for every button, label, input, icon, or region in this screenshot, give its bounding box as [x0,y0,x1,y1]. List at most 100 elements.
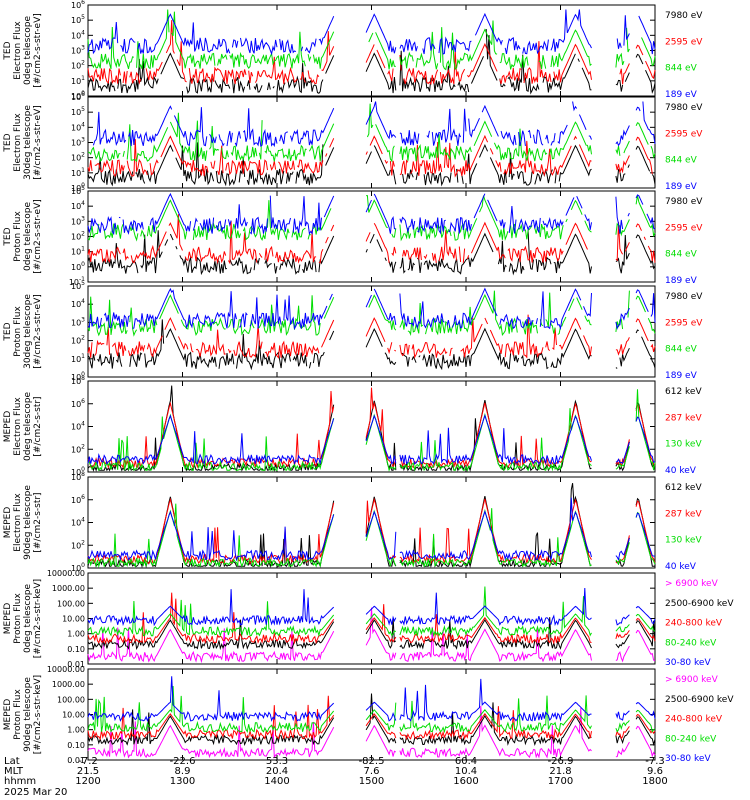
y-axis-label-line: 90deg telescope [23,677,33,752]
series-trace [87,389,656,472]
panel-2: 100 101 102 103 104 105 106 TED Electron Flux 30d… [3,91,703,193]
series-trace [87,695,656,741]
y-axis-label-line: Electron Flux [13,493,23,552]
x-row-value: -82.5 [359,756,385,767]
series-trace [87,290,656,337]
y-axis-label-line: 90deg telescope [23,485,33,560]
legend-entry: 130 keV [665,536,702,546]
x-row-value: 1600 [453,776,478,787]
y-axis-label-line: Electron Flux [13,21,23,80]
y-tick-label: 100 [71,261,85,272]
y-axis-label-line: Proton Flux [13,689,23,740]
legend-entry: > 6900 keV [665,579,719,589]
y-tick-label: 102 [71,152,85,163]
y-tick-label: 10000.00 [47,665,85,674]
legend-entry: 189 eV [665,90,698,100]
series-trace [87,617,656,651]
series-trace [87,314,656,359]
legend-entry: 2500-6900 keV [665,599,734,609]
series-trace [87,685,656,734]
y-tick-label: 100 [71,90,85,101]
x-row-value: 60.4 [455,756,477,767]
y-tick-label: 104 [71,298,85,309]
y-tick-label: 103 [71,316,85,327]
y-tick-label: 106 [71,91,85,102]
x-row-name: hhmm [4,776,36,787]
legend-entry: 189 eV [665,182,698,192]
y-axis-label-line: 0deg telescope [23,202,33,272]
y-axis-label-line: MEPED [3,507,13,539]
series-trace [87,587,656,627]
legend-entry: 844 eV [665,64,698,74]
y-axis-label-line: Electron Flux [13,113,23,172]
legend-entry: 30-80 keV [665,658,711,668]
y-tick-label: 103 [71,137,85,148]
x-row-name: MLT [4,766,24,777]
x-row-value: 21.5 [77,766,99,777]
y-tick-label: 105 [71,106,85,117]
y-axis-label-line: Proton Flux [13,306,23,357]
series-trace [87,693,656,747]
series-trace [87,592,656,645]
legend-entry: 7980 eV [665,292,703,302]
y-tick-label: 104 [71,517,85,528]
series-trace [87,9,656,71]
y-tick-label: 103 [71,45,85,56]
series-trace [87,142,656,187]
legend-entry: 2595 eV [665,129,703,139]
series-trace [87,607,656,664]
legend-entry: 287 keV [665,413,702,423]
x-row-value: 1800 [642,776,667,787]
y-tick-label: 0.10 [67,645,85,654]
panel-7: 0.01 0.10 1.00 10.00 100.00 1000.00 10000.00 ME… [3,569,734,669]
x-row-value: -22.6 [170,756,196,767]
legend-entry: 80-240 keV [665,638,717,648]
y-tick-label: 106 [71,494,85,505]
y-tick-label: 0.01 [67,660,85,669]
y-axis-label-line: Electron Flux [13,397,23,456]
y-axis-label-line: [#/cm2-s-str-eV] [33,13,43,88]
y-tick-label: 102 [71,539,85,550]
y-tick-label: 104 [71,200,85,211]
y-tick-label: 0.01 [67,756,85,765]
legend-entry: 2595 eV [665,223,703,233]
series-trace [87,385,656,472]
series-trace [92,101,656,148]
y-tick-label: 101 [71,167,85,178]
legend-entry: 7980 eV [665,103,703,113]
series-trace [87,705,656,759]
panel-frame [87,668,656,761]
legend-entry: 240-800 keV [665,619,723,629]
x-axis-labels: Lat -7.2 -22.6 53.3 -82.5 60.4 -26.9 -7.3 MLT 21.… [4,756,668,798]
y-tick-label: 102 [71,231,85,242]
y-axis-label-line: MEPED [3,603,13,635]
series-trace [88,136,655,176]
series-trace [87,230,656,276]
y-axis-label-line: 30deg telescope [23,294,33,369]
x-row-value: 1400 [264,776,289,787]
legend-entry: 2595 eV [665,37,703,47]
legend-entry: 844 eV [665,156,698,166]
y-axis-label-line: TED [3,41,13,60]
y-tick-label: 104 [71,29,85,40]
legend-entry: 189 eV [665,371,698,381]
legend-entry: 240-800 keV [665,715,723,725]
x-row-value: 8.9 [175,766,191,777]
y-tick-label: 106 [71,398,85,409]
legend-entry: 7980 eV [665,11,703,21]
y-tick-label: 100 [71,182,85,193]
series-trace [87,387,656,470]
y-axis-label-line: 30deg telescope [23,105,33,180]
legend-entry: 2595 eV [665,318,703,328]
y-tick-label: 10000.00 [47,569,85,578]
series-trace [87,497,656,562]
panel-6: 100 102 104 106 108 MEPED Electron Flux 90deg t… [3,471,702,573]
legend-entry: > 6900 keV [665,675,719,685]
x-row-value: 53.3 [266,756,288,767]
panel-3: 10-1 100 101 102 103 104 105 TED Proton Flux 0deg… [3,185,703,287]
y-tick-label: 101 [71,75,85,86]
legend-entry: 612 keV [665,483,702,493]
series-trace [87,586,656,638]
